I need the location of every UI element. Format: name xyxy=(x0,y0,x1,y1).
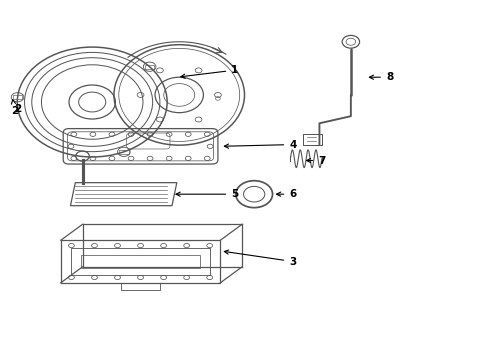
Text: 2: 2 xyxy=(11,100,19,116)
Text: 7: 7 xyxy=(306,156,325,166)
Text: 5: 5 xyxy=(176,189,238,199)
Bar xyxy=(13,95,22,99)
Text: 1: 1 xyxy=(181,65,238,78)
Bar xyxy=(119,150,128,154)
Text: 2: 2 xyxy=(14,104,21,114)
Text: 4: 4 xyxy=(224,140,296,149)
Bar xyxy=(302,134,321,145)
Text: 6: 6 xyxy=(276,189,296,199)
Bar xyxy=(144,64,154,69)
Text: 8: 8 xyxy=(368,72,392,82)
Text: 3: 3 xyxy=(224,250,296,266)
